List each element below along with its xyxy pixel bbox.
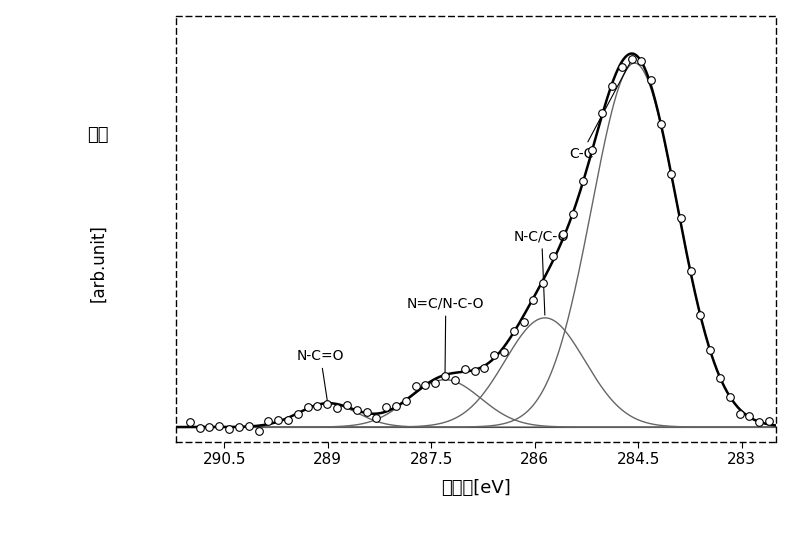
Text: N-C=O: N-C=O xyxy=(297,349,344,400)
Text: [arb.unit]: [arb.unit] xyxy=(89,224,107,302)
Text: N=C/N-C-O: N=C/N-C-O xyxy=(407,296,485,377)
Text: C-C: C-C xyxy=(569,57,634,161)
Text: 强度: 强度 xyxy=(87,127,109,144)
Text: N-C/C-O: N-C/C-O xyxy=(514,229,570,315)
X-axis label: 结合能[eV]: 结合能[eV] xyxy=(441,479,511,496)
